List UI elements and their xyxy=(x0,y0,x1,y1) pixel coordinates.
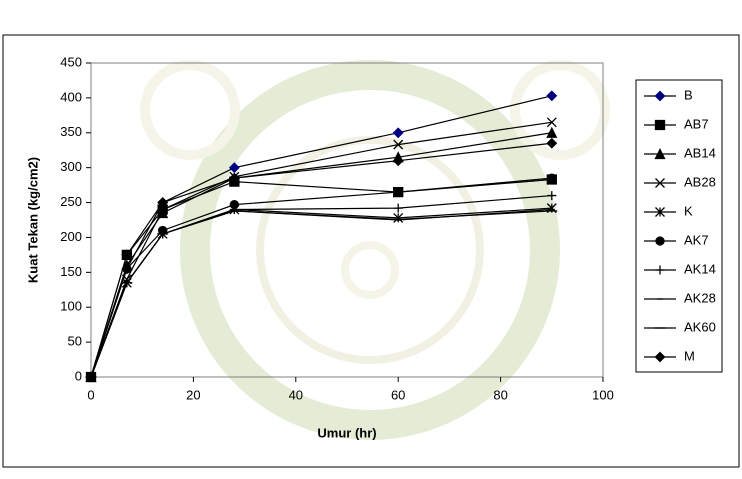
marker xyxy=(546,117,557,128)
x-tick-label: 100 xyxy=(592,387,614,402)
x-tick-label: 20 xyxy=(186,387,200,402)
marker xyxy=(392,127,404,139)
marker xyxy=(393,212,404,223)
marker xyxy=(655,207,665,217)
y-tick-label: 350 xyxy=(60,124,82,139)
legend-label: AK14 xyxy=(684,261,716,276)
legend-label: B xyxy=(684,87,693,102)
legend-label: AK60 xyxy=(684,319,716,334)
y-tick-label: 450 xyxy=(60,54,82,69)
marker xyxy=(392,155,404,167)
marker xyxy=(654,148,666,160)
marker xyxy=(228,172,240,184)
marker xyxy=(393,187,403,197)
marker xyxy=(546,137,558,149)
y-axis-title: Kuat Tekan (kg/cm2) xyxy=(25,157,40,283)
legend-label: K xyxy=(684,203,693,218)
x-tick-label: 80 xyxy=(493,387,507,402)
y-tick-label: 100 xyxy=(60,299,82,314)
series-line xyxy=(90,142,552,378)
x-tick-label: 0 xyxy=(87,387,94,402)
marker xyxy=(228,162,240,174)
legend-label: AB7 xyxy=(684,116,709,131)
chart-frame xyxy=(2,34,740,468)
marker xyxy=(547,173,557,183)
y-tick-label: 250 xyxy=(60,194,82,209)
marker xyxy=(655,236,665,246)
y-tick-label: 300 xyxy=(60,159,82,174)
marker xyxy=(157,197,169,208)
y-tick-label: 150 xyxy=(60,264,82,279)
x-tick-label: 60 xyxy=(391,387,405,402)
marker xyxy=(654,90,666,102)
marker xyxy=(547,191,557,201)
watermark xyxy=(140,60,610,440)
legend-label: M xyxy=(684,348,695,363)
marker xyxy=(121,263,133,275)
plot-area xyxy=(90,62,604,378)
y-tick-label: 200 xyxy=(60,229,82,244)
y-tick-label: 50 xyxy=(68,334,82,349)
marker xyxy=(393,203,403,213)
x-tick-label: 40 xyxy=(289,387,303,402)
legend-label: AB28 xyxy=(684,174,716,189)
marker xyxy=(546,126,558,138)
series-line xyxy=(90,121,552,378)
marker xyxy=(229,205,239,215)
legend-label: AB14 xyxy=(684,145,716,160)
marker xyxy=(85,371,97,383)
y-tick-label: 0 xyxy=(75,368,82,383)
marker xyxy=(654,351,666,363)
marker xyxy=(654,119,666,131)
marker xyxy=(121,249,132,261)
marker xyxy=(655,178,665,188)
marker xyxy=(393,139,404,150)
legend xyxy=(635,79,723,373)
marker xyxy=(157,204,168,215)
series-line xyxy=(90,210,552,378)
series-line xyxy=(90,132,552,378)
y-tick-label: 400 xyxy=(60,89,82,104)
marker xyxy=(546,90,558,102)
legend-label: AK28 xyxy=(684,290,716,305)
marker xyxy=(655,265,665,275)
x-axis-title: Umur (hr) xyxy=(317,425,376,440)
legend-label: AK7 xyxy=(684,232,709,247)
